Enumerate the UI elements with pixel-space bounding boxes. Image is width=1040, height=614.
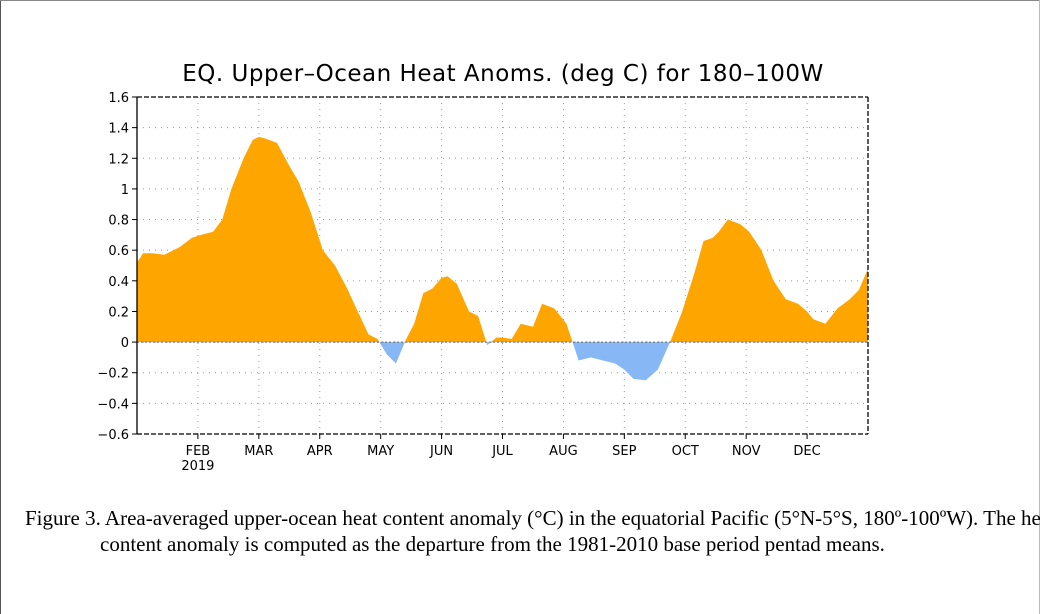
heat-anomaly-chart: EQ. Upper–Ocean Heat Anoms. (deg C) for … <box>97 61 869 474</box>
y-tick-label: −0.2 <box>97 367 129 382</box>
x-tick-label: MAR <box>244 444 273 459</box>
axes: 1.6 1.4 1.2 1 0.8 0.6 0.4 0.2 0 −0.2 −0.4 −0.6 FEB20… <box>97 91 869 474</box>
area-positive <box>137 136 868 343</box>
y-tick-label: 0.2 <box>108 305 129 320</box>
x-tick-label: FEB <box>186 444 211 459</box>
y-tick-label: −0.6 <box>97 428 129 443</box>
y-tick-label: 0.8 <box>108 214 129 229</box>
chart-title: EQ. Upper–Ocean Heat Anoms. (deg C) for … <box>182 61 824 87</box>
frame-border-top <box>0 0 1040 1</box>
y-tick-label: 1.2 <box>108 152 129 167</box>
x-tick-label: SEP <box>612 444 636 459</box>
y-tick-label: −0.4 <box>97 397 129 412</box>
area-series <box>137 136 868 381</box>
x-tick-label: MAY <box>367 444 394 459</box>
frame-border-left <box>0 0 1 614</box>
x-tick-label: DEC <box>793 444 820 459</box>
x-tick-label: JUN <box>429 444 453 459</box>
y-tick-label: 1 <box>121 183 129 198</box>
x-tick-label: APR <box>307 444 333 459</box>
x-tick-label: AUG <box>549 444 577 459</box>
x-tick-label: OCT <box>672 444 699 459</box>
x-tick-label: NOV <box>732 444 761 459</box>
y-tick-label: 1.4 <box>108 122 129 137</box>
y-tick-label: 0.6 <box>108 244 129 259</box>
y-tick-label: 0 <box>121 336 129 351</box>
figure-caption: Figure 3. Area-averaged upper-ocean heat… <box>25 506 1040 556</box>
y-tick-label: 0.4 <box>108 275 129 290</box>
x-tick-sublabel: 2019 <box>181 459 214 474</box>
x-tick-label: JUL <box>491 444 513 459</box>
y-tick-label: 1.6 <box>108 91 129 106</box>
